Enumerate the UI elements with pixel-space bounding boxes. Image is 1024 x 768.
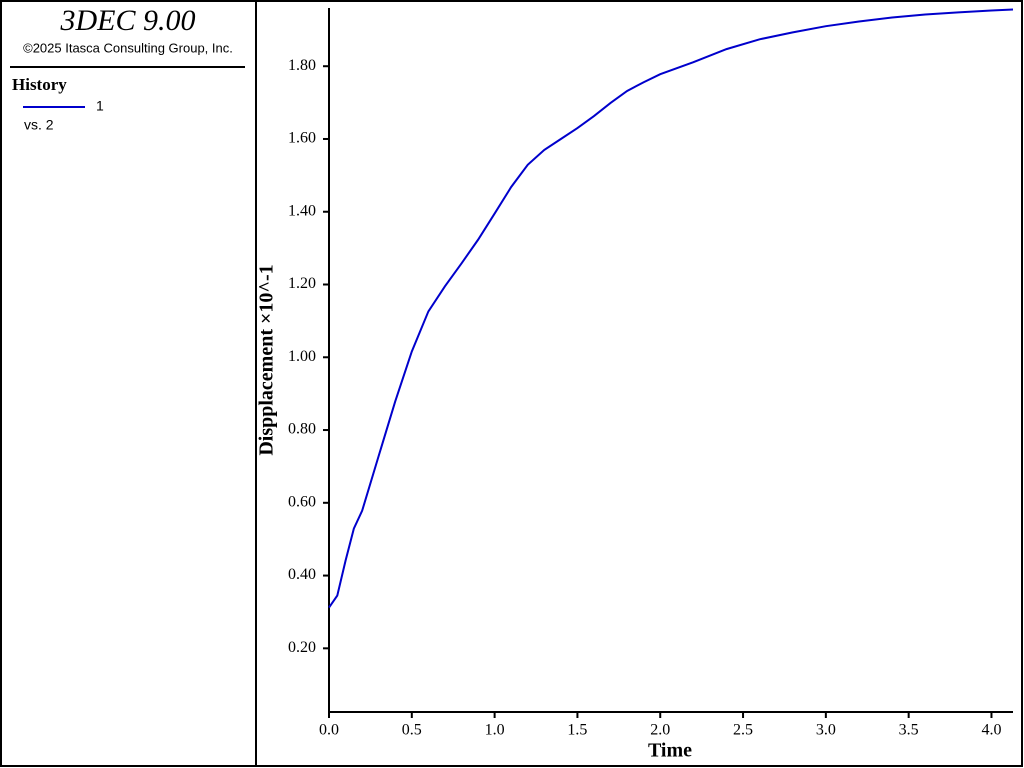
x-tick-label: 2.5 <box>733 722 753 739</box>
x-tick-label: 4.0 <box>981 722 1001 739</box>
legend-title: History <box>12 75 67 94</box>
y-tick-label: 0.40 <box>288 566 316 583</box>
x-axis-label: Time <box>648 740 692 762</box>
x-tick-label: 3.5 <box>899 722 919 739</box>
x-tick-label: 1.5 <box>567 722 587 739</box>
y-tick-label: 0.80 <box>288 421 316 438</box>
y-tick-label: 1.60 <box>288 130 316 147</box>
y-axis-label: Dispplacement ×10^-1 <box>256 264 278 455</box>
legend-label: 1 <box>96 98 104 114</box>
y-tick-label: 0.60 <box>288 493 316 510</box>
x-tick-label: 3.0 <box>816 722 836 739</box>
y-tick-label: 1.80 <box>288 57 316 74</box>
y-tick-label: 1.20 <box>288 275 316 292</box>
x-tick-label: 1.0 <box>485 722 505 739</box>
data-line <box>328 8 1014 609</box>
copyright: ©2025 Itasca Consulting Group, Inc. <box>23 40 233 55</box>
x-tick-label: 0.5 <box>402 722 422 739</box>
x-tick-label: 0.0 <box>319 722 339 739</box>
x-tick-label: 2.0 <box>650 722 670 739</box>
y-tick-label: 0.20 <box>288 639 316 656</box>
y-tick-label: 1.00 <box>288 348 316 365</box>
app-title: 3DEC 9.00 <box>60 4 196 37</box>
y-tick-label: 1.40 <box>288 202 316 219</box>
legend-note: vs. 2 <box>24 117 54 133</box>
